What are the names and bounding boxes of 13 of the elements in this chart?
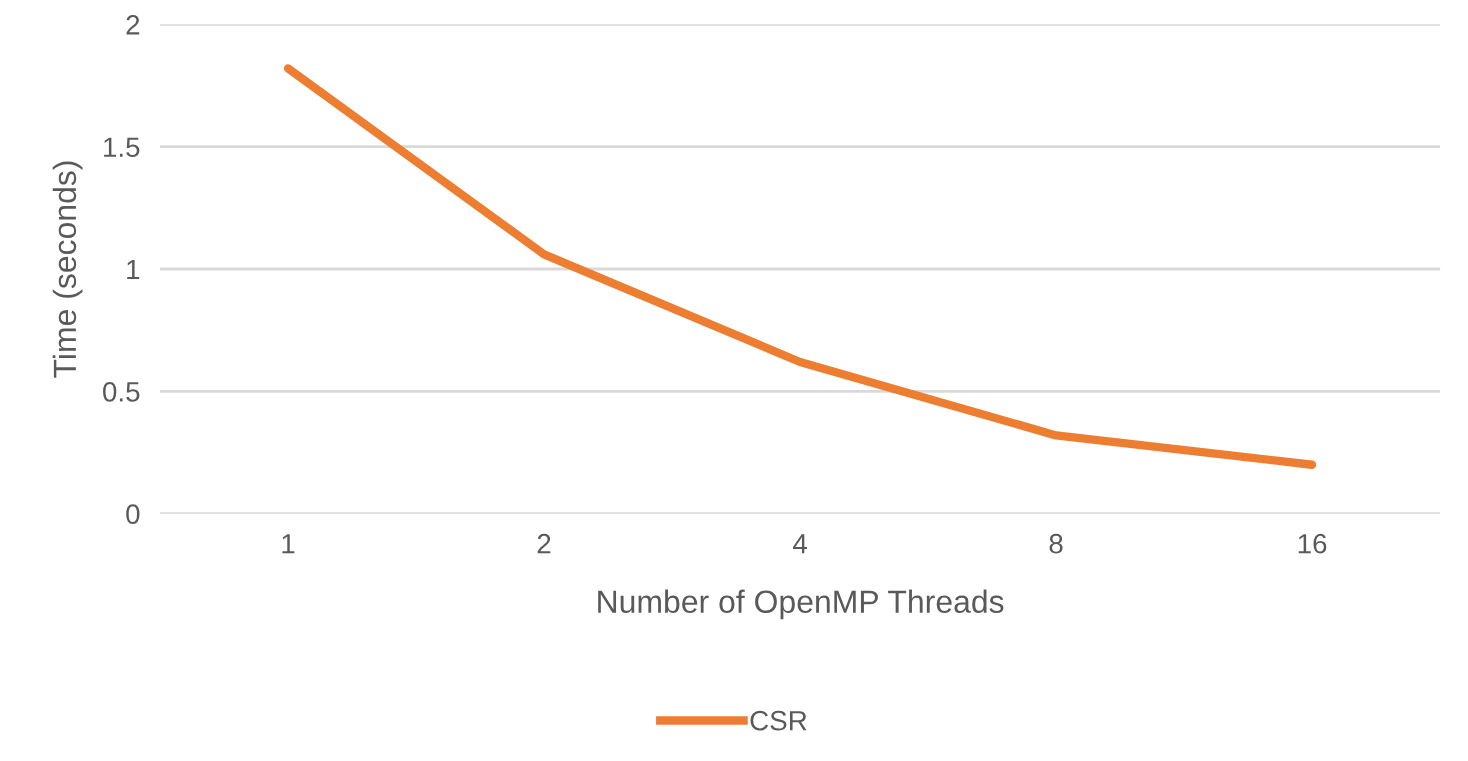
x-tick-label: 2 [537,533,551,554]
x-tick-label: 16 [1298,533,1327,554]
y-axis-title: Time (seconds) [52,161,83,378]
y-tick-label: 0.5 [103,382,140,402]
x-axis-title: Number of OpenMP Threads [598,589,1004,620]
y-tick-label: 2 [126,15,140,35]
x-tick-label: 1 [282,534,295,554]
y-tick-label: 0 [126,504,140,525]
x-tick-label: 4 [792,534,807,554]
y-tick-label: 1.5 [104,137,140,158]
x-tick-label: 8 [1049,533,1063,554]
y-tick-label: 1 [127,259,140,280]
legend-label: CSR [750,710,807,731]
